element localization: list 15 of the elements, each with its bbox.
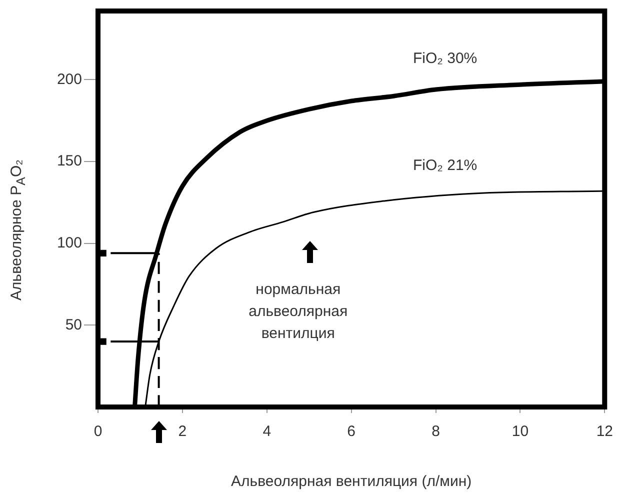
y-tick-label: 150 [56,152,82,170]
x-tick-label: 4 [262,423,272,440]
y-tick-label: 50 [65,316,82,334]
series-label: FiO₂ 30% [412,50,478,68]
y-tick-label: 200 [56,70,82,88]
x-axis-title: Альвеолярная вентиляция (л/мин) [231,473,472,490]
annotation: нормальная альвеолярная вентилция [248,280,348,342]
series-label: FiO₂ 21% [412,156,478,174]
x-tick-label: 8 [432,423,440,440]
x-tick-label: 12 [596,423,613,440]
x-tick-label: 6 [347,423,356,440]
x-tick-label: 10 [512,423,529,440]
y-tick-label: 100 [56,234,82,252]
x-tick-label: 0 [94,423,102,440]
x-tick-label: 2 [178,423,187,440]
